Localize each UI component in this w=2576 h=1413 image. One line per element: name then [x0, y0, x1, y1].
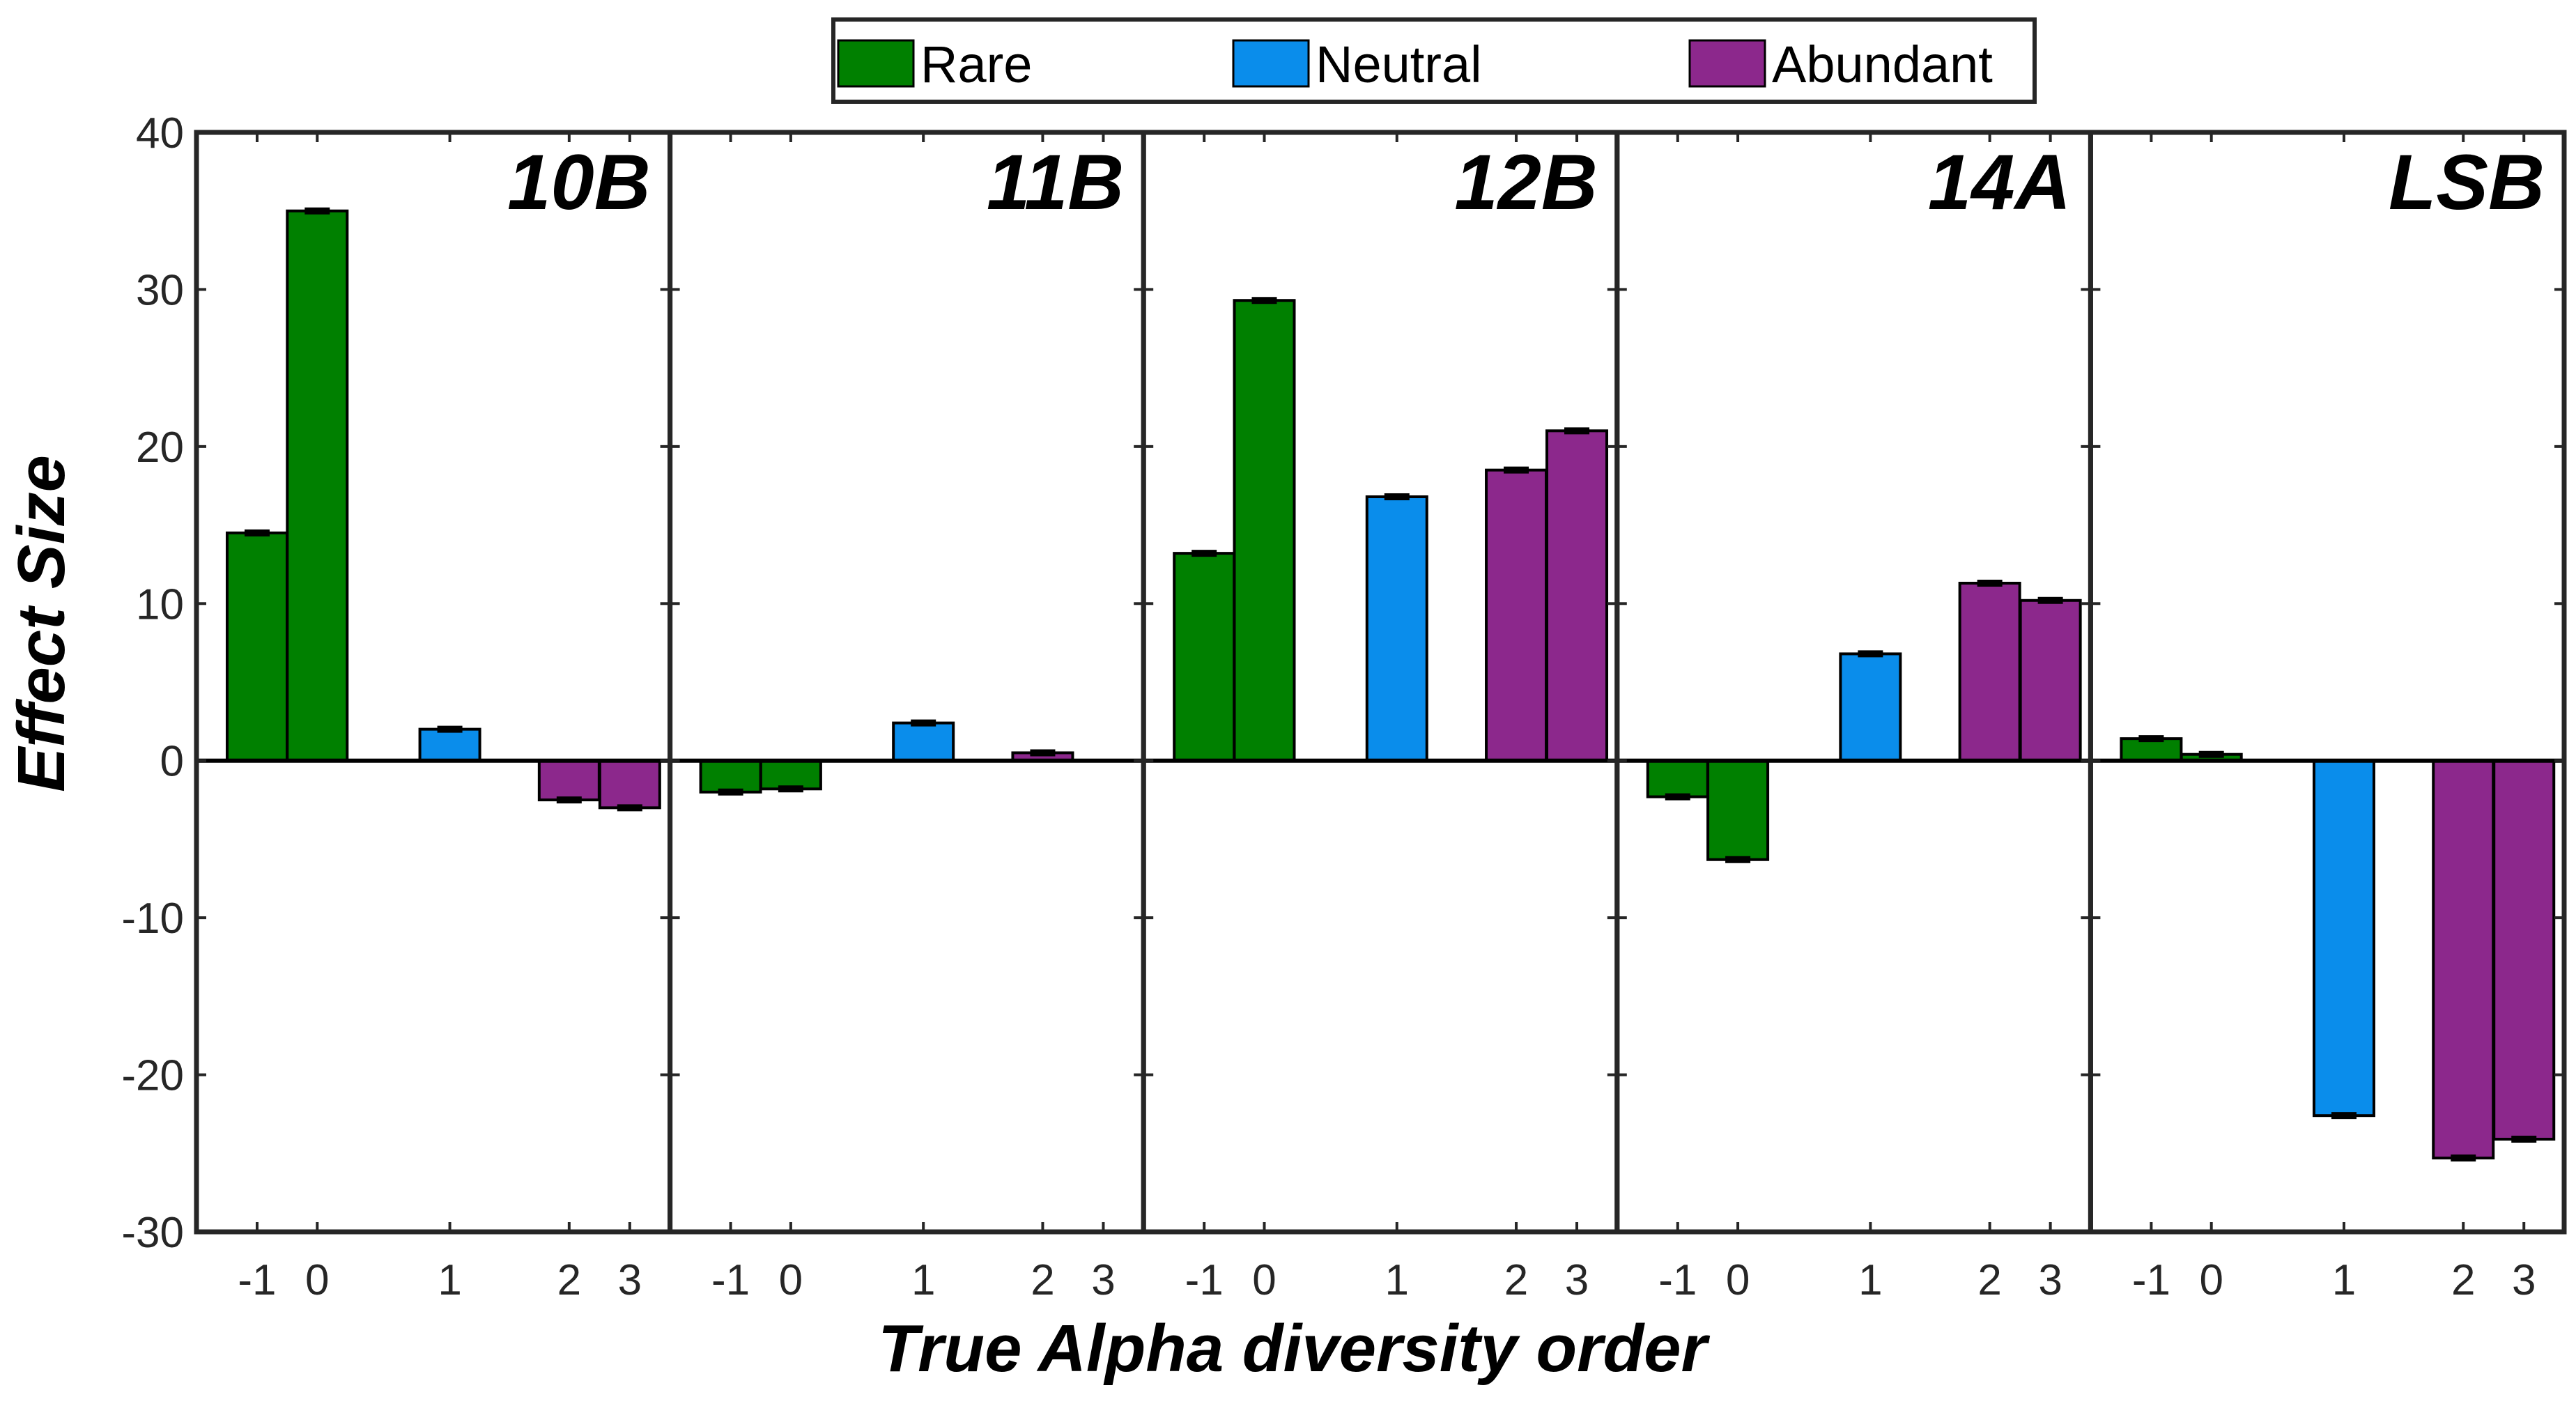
- x-tick-label: -1: [238, 1256, 276, 1304]
- legend-label-rare: Rare: [920, 36, 1032, 93]
- panel-title: 12B: [1454, 139, 1597, 226]
- x-tick-label: 2: [2451, 1256, 2475, 1304]
- panel-title: 14A: [1928, 139, 2071, 226]
- bar: [598, 759, 661, 810]
- bar: [2432, 759, 2495, 1160]
- bar: [1545, 429, 1609, 762]
- x-tick-label: 1: [2332, 1256, 2356, 1304]
- x-tick-label: -1: [1658, 1256, 1697, 1304]
- x-tick-label: 2: [1977, 1256, 2001, 1304]
- panel-frame: [668, 130, 1146, 1235]
- panel-title: 11B: [987, 139, 1124, 226]
- legend-label-abundant: Abundant: [1772, 36, 1993, 93]
- x-tick-label: -1: [1185, 1256, 1224, 1304]
- x-tick-label: -1: [711, 1256, 750, 1304]
- y-tick-label: 10: [136, 580, 184, 628]
- x-tick-label: 3: [618, 1256, 642, 1304]
- legend: Rare Neutral Abundant: [831, 17, 2037, 104]
- legend-swatch-neutral: [1232, 39, 1310, 88]
- bar: [1958, 581, 2021, 762]
- panel-title: 10B: [507, 139, 650, 226]
- x-tick-label: 1: [1858, 1256, 1882, 1304]
- x-tick-label: 1: [438, 1256, 461, 1304]
- bar: [2019, 599, 2082, 762]
- legend-label-neutral: Neutral: [1316, 36, 1482, 93]
- panel-frame: [2088, 130, 2567, 1235]
- y-tick-label: -20: [121, 1052, 184, 1100]
- legend-box: [831, 17, 2037, 104]
- bar: [537, 759, 601, 802]
- x-tick-label: 0: [305, 1256, 329, 1304]
- panel-11b: 11B -1 0 1 2 3: [668, 130, 1146, 1304]
- x-tick-label: 2: [1504, 1256, 1528, 1304]
- bar: [892, 721, 955, 762]
- x-tick-label: 1: [1385, 1256, 1409, 1304]
- y-tick-label: 30: [136, 266, 184, 314]
- panel-10b: 10B -1 0 1 2 3: [194, 130, 673, 1304]
- x-tick-label: 0: [1252, 1256, 1276, 1304]
- x-tick-label: 0: [2199, 1256, 2223, 1304]
- bar: [2492, 759, 2556, 1141]
- bar: [418, 727, 481, 762]
- x-tick-label: 3: [1091, 1256, 1115, 1304]
- x-tick-label: -1: [2132, 1256, 2170, 1304]
- bar: [1485, 468, 1548, 762]
- bar: [1706, 759, 1770, 861]
- x-tick-label: 2: [1031, 1256, 1054, 1304]
- legend-swatch-abundant: [1688, 39, 1766, 88]
- panel-14a: 14A -1 0 1 2 3: [1614, 130, 2093, 1304]
- bar: [1233, 299, 1296, 762]
- bar: [1365, 495, 1428, 762]
- bar: [286, 209, 349, 762]
- y-tick-label: 40: [136, 109, 184, 157]
- bar: [225, 531, 288, 762]
- y-axis-title: Effect Size: [4, 455, 79, 792]
- x-tick-label: 3: [2512, 1256, 2536, 1304]
- bar: [699, 759, 762, 794]
- y-tick-label: 0: [160, 738, 184, 786]
- bar: [759, 759, 822, 791]
- x-axis-title: True Alpha diversity order: [878, 1311, 1710, 1386]
- legend-swatch-rare: [837, 39, 915, 88]
- y-tick-label: -10: [121, 895, 184, 943]
- bar: [1173, 552, 1236, 762]
- y-axis: -30 -20 -10 0 10 20 30 40: [121, 109, 184, 1257]
- bar: [2312, 759, 2375, 1118]
- bar: [1646, 759, 1709, 798]
- panel-title: LSB: [2389, 139, 2545, 226]
- panel-lsb: LSB -1 0 1 2 3: [2088, 130, 2567, 1304]
- x-tick-label: 3: [2038, 1256, 2062, 1304]
- panel-12b: 12B -1 0 1 2 3: [1141, 130, 1620, 1304]
- x-tick-label: 3: [1565, 1256, 1589, 1304]
- x-tick-label: 2: [557, 1256, 581, 1304]
- y-tick-label: 20: [136, 424, 184, 472]
- x-tick-label: 0: [1726, 1256, 1750, 1304]
- y-tick-label: -30: [121, 1209, 184, 1257]
- x-tick-label: 0: [779, 1256, 803, 1304]
- x-tick-label: 1: [911, 1256, 935, 1304]
- bar: [1839, 652, 1902, 762]
